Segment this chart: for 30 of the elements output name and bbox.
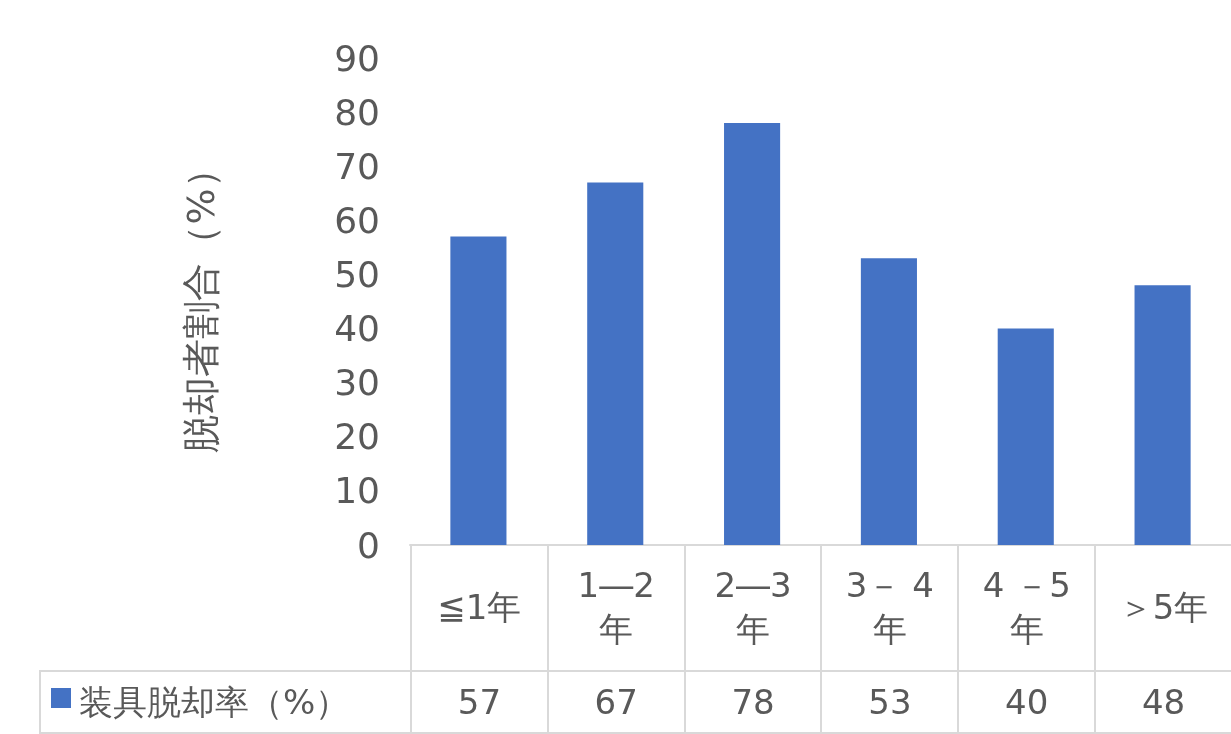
data-label: 53 bbox=[821, 671, 959, 733]
y-tick-label: 30 bbox=[334, 362, 380, 404]
data-label: 40 bbox=[958, 671, 1096, 733]
y-tick-label: 40 bbox=[334, 308, 380, 350]
bar bbox=[587, 182, 644, 545]
data-label: 67 bbox=[547, 671, 685, 733]
x-tick-label: 4 －5年 bbox=[958, 544, 1096, 671]
bar bbox=[724, 122, 781, 545]
y-tick-label: 60 bbox=[334, 199, 380, 241]
y-tick-label: 70 bbox=[334, 145, 380, 187]
legend-label: 装具脱却率（%） bbox=[40, 671, 411, 733]
data-label: 78 bbox=[684, 671, 822, 733]
y-axis-title: 脱却者割合（%） bbox=[179, 150, 223, 453]
y-tick-label: 50 bbox=[334, 253, 380, 295]
bar bbox=[450, 236, 507, 545]
y-tick-label: 10 bbox=[334, 470, 380, 512]
data-label: 57 bbox=[411, 671, 548, 733]
y-tick-label: 20 bbox=[334, 416, 380, 458]
y-tick-label: 0 bbox=[357, 524, 380, 566]
x-tick-label: 3－ 4年 bbox=[821, 544, 959, 671]
bar bbox=[997, 328, 1054, 545]
data-label: 48 bbox=[1095, 671, 1231, 733]
x-tick-label: ＞5年 bbox=[1095, 544, 1231, 671]
x-tick-label: 1―2年 bbox=[547, 544, 685, 671]
x-tick-label: 2―3年 bbox=[684, 544, 822, 671]
x-tick-label: ≦1年 bbox=[411, 544, 548, 671]
y-tick-label: 90 bbox=[334, 37, 380, 79]
y-tick-label: 80 bbox=[334, 91, 380, 133]
bar bbox=[860, 258, 917, 545]
bar bbox=[1134, 285, 1191, 545]
